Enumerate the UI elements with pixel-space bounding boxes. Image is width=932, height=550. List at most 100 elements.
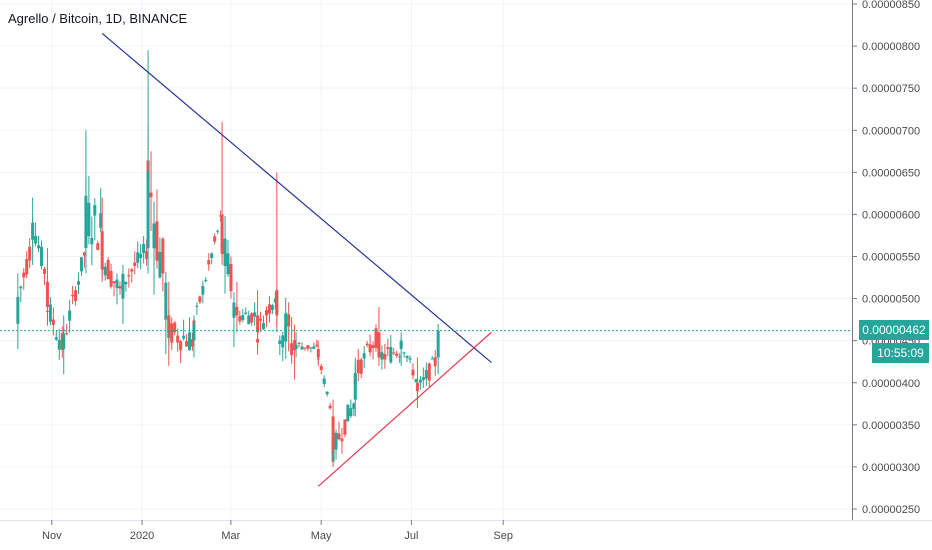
- candle: [262, 315, 266, 330]
- candle: [241, 308, 245, 323]
- candle-body: [190, 339, 194, 347]
- candle-body: [213, 236, 217, 242]
- candle-body: [287, 314, 291, 327]
- candle: [365, 340, 369, 348]
- candle-body: [74, 290, 78, 302]
- candle-body: [25, 259, 29, 275]
- candle: [16, 273, 20, 350]
- candle: [247, 310, 251, 325]
- candle-body: [136, 252, 140, 263]
- candle: [290, 317, 294, 364]
- candle-body: [71, 294, 75, 297]
- candle-body: [22, 272, 26, 278]
- candle: [155, 189, 159, 269]
- candle-body: [198, 296, 202, 303]
- candle-body: [192, 323, 196, 341]
- candle: [322, 375, 326, 388]
- candle-body: [103, 266, 107, 276]
- candle-body: [284, 313, 288, 342]
- candle-body: [353, 374, 357, 400]
- candle-body: [262, 323, 266, 330]
- candle-body: [170, 323, 174, 343]
- price-axis[interactable]: 0.00000250 0.00000300 0.00000350 0.00000400…: [852, 0, 920, 516]
- time-axis[interactable]: Nov 2020 Mar May Jul Sep: [42, 520, 513, 542]
- candle: [421, 367, 425, 388]
- candle: [19, 285, 23, 303]
- candle: [68, 299, 72, 333]
- candle: [259, 311, 263, 332]
- candle: [374, 324, 378, 352]
- candle: [96, 240, 100, 251]
- candle: [235, 281, 239, 333]
- candle-body: [139, 253, 143, 259]
- candle: [284, 297, 288, 359]
- candle: [281, 331, 285, 362]
- time-tick-label: 2020: [130, 530, 154, 542]
- candle: [146, 50, 150, 274]
- candle-body: [100, 231, 104, 257]
- candle-body: [16, 298, 20, 324]
- candle-body: [167, 315, 171, 333]
- candle: [204, 277, 208, 283]
- candle-body: [264, 310, 268, 316]
- candle: [167, 281, 171, 366]
- candle-body: [54, 337, 58, 340]
- candle: [346, 404, 350, 422]
- time-tick-label: Sep: [493, 530, 513, 542]
- candle-body: [359, 359, 363, 374]
- candle-body: [57, 339, 61, 350]
- candle-body: [275, 290, 279, 316]
- candle-body: [247, 315, 251, 325]
- candle-body: [340, 438, 344, 442]
- candle-body: [374, 328, 378, 348]
- candle-body: [238, 316, 242, 322]
- candle-body: [82, 252, 86, 256]
- candle: [368, 334, 372, 357]
- candle: [182, 319, 186, 341]
- candle: [161, 237, 165, 292]
- candle-body: [216, 230, 220, 232]
- candle: [395, 350, 399, 358]
- candle-body: [62, 340, 66, 350]
- candle-body: [250, 313, 254, 323]
- candle: [213, 233, 217, 245]
- candle: [40, 240, 44, 270]
- candle: [275, 172, 279, 333]
- resistance-trendline: [101, 33, 492, 364]
- candle: [99, 187, 103, 233]
- candle: [353, 357, 357, 417]
- candle: [124, 281, 128, 292]
- candle-body: [179, 341, 183, 351]
- candle: [319, 364, 323, 375]
- candle-body: [270, 305, 274, 310]
- candle: [356, 348, 360, 382]
- candle-body: [259, 318, 263, 321]
- candle: [264, 306, 268, 328]
- price-tick-label: 0.00000500: [862, 294, 920, 306]
- candle: [424, 362, 428, 387]
- candle-body: [195, 305, 199, 307]
- candle: [232, 292, 236, 348]
- candle-body: [142, 243, 146, 254]
- candle-body: [226, 253, 230, 275]
- candle: [389, 334, 393, 364]
- candle: [195, 302, 199, 315]
- candle: [82, 251, 86, 268]
- price-tick-label: 0.00000400: [862, 378, 920, 390]
- candle: [267, 295, 271, 323]
- candle: [331, 399, 335, 467]
- candle: [436, 323, 440, 375]
- candle-body: [421, 377, 425, 381]
- candle-body: [161, 238, 165, 274]
- candle: [133, 251, 137, 275]
- candle: [201, 280, 205, 304]
- candle-body: [146, 172, 150, 249]
- candle: [198, 295, 202, 304]
- candle-body: [297, 342, 301, 344]
- candle-body: [90, 237, 94, 245]
- candle-body: [241, 315, 245, 320]
- time-tick-label: Jul: [404, 530, 418, 542]
- candle: [220, 121, 224, 265]
- price-tick-label: 0.00000750: [862, 83, 920, 95]
